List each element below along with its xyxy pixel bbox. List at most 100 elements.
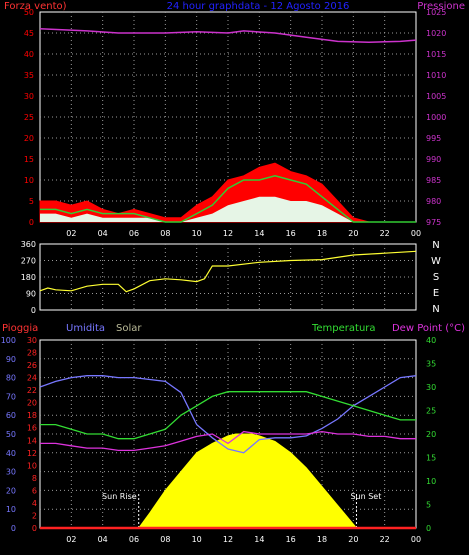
x-tick-label: 22 [380,229,390,238]
y-tick-label: 100 [1,336,16,345]
x-tick-label: 06 [129,229,139,238]
y-tick-label: 30 [27,336,37,345]
y-tick-label: 1010 [426,71,446,80]
y-tick-label: 975 [426,218,441,227]
sunrise-label: Sun Rise [102,492,137,501]
y-tick-label: 5 [29,197,34,206]
y-tick-label: 1025 [426,8,446,17]
y-tick-label: 60 [6,411,16,420]
series-solar-area [40,433,416,529]
x-tick-label: 14 [254,229,264,238]
temperature-axis-label: Temperatura [311,323,376,334]
sunset-label: Sun Set [350,492,381,501]
x-tick-label: 00 [411,535,421,544]
x-tick-label: 20 [348,229,358,238]
series-dewpoint-line [40,430,416,452]
compass-label: N [432,240,439,251]
rain-axis-label: Pioggia [2,323,38,334]
y-tick-label: 40 [24,50,34,59]
x-tick-label: 02 [66,229,76,238]
y-tick-label: 50 [6,430,16,439]
x-tick-label: 18 [317,535,327,544]
y-tick-label: 26 [27,361,37,370]
x-tick-label: 16 [286,229,296,238]
y-tick-label: 22 [27,386,37,395]
x-tick-label: 20 [348,535,358,544]
series-direction-line [39,250,417,293]
compass-label: S [433,272,439,283]
y-tick-label: 10 [24,176,34,185]
y-tick-label: 28 [27,349,37,358]
y-tick-label: 1000 [426,113,446,122]
y-tick-label: 30 [426,383,436,392]
compass-label: N [432,304,439,315]
y-tick-label: 25 [426,407,436,416]
y-tick-label: 50 [24,8,34,17]
y-tick-label: 0 [31,306,36,315]
y-tick-label: 985 [426,176,441,185]
y-tick-label: 15 [24,155,34,164]
x-tick-label: 00 [411,229,421,238]
x-tick-label: 04 [98,229,108,238]
series-wind-gust-area [40,196,416,222]
y-tick-label: 0 [29,218,34,227]
y-tick-label: 1015 [426,50,446,59]
y-tick-label: 35 [24,71,34,80]
dewpoint-axis-label: Dew Point (°C) [392,323,465,334]
compass-label: W [431,256,441,267]
y-tick-label: 995 [426,134,441,143]
x-tick-label: 16 [286,535,296,544]
y-tick-label: 18 [27,411,37,420]
y-tick-label: 90 [26,290,36,299]
y-tick-label: 0 [32,524,37,533]
y-tick-label: 2 [32,511,37,520]
series-pressure-line [39,28,417,43]
header-left-label: Forza vento) [4,1,67,12]
x-tick-label: 12 [223,535,233,544]
y-tick-label: 20 [426,430,436,439]
y-tick-label: 10 [426,477,436,486]
y-tick-label: 40 [426,336,436,345]
series-temperature-line [40,391,416,440]
y-tick-label: 990 [426,155,441,164]
y-tick-label: 6 [32,486,37,495]
header-right-label: Pressione [417,1,465,12]
humidity-axis-label: Umidita [66,323,105,334]
temp-humidity-panel: 0102030405060708090100024681012141618202… [1,336,436,544]
x-tick-label: 10 [192,535,202,544]
y-tick-label: 180 [21,273,36,282]
y-tick-label: 8 [32,474,37,483]
x-tick-label: 14 [254,535,264,544]
compass-label: E [433,288,439,299]
x-tick-label: 10 [192,229,202,238]
y-tick-label: 0 [11,524,16,533]
y-tick-label: 80 [6,374,16,383]
y-tick-label: 14 [27,436,37,445]
x-tick-label: 18 [317,229,327,238]
y-tick-label: 980 [426,197,441,206]
x-tick-label: 22 [380,535,390,544]
series-wind-avg-line [40,175,416,223]
x-tick-label: 08 [160,229,170,238]
y-tick-label: 12 [27,449,37,458]
y-tick-label: 70 [6,392,16,401]
y-tick-label: 5 [426,501,431,510]
y-tick-label: 20 [27,399,37,408]
x-tick-label: 02 [66,535,76,544]
header-title: 24 hour graphdata - 12 Agosto 2016 [167,1,350,12]
solar-axis-label: Solar [116,323,142,334]
y-tick-label: 30 [6,468,16,477]
y-tick-label: 40 [6,449,16,458]
y-tick-label: 360 [21,240,36,249]
y-tick-label: 90 [6,355,16,364]
x-tick-label: 12 [223,229,233,238]
y-tick-label: 10 [6,505,16,514]
x-tick-label: 06 [129,535,139,544]
y-tick-label: 20 [6,486,16,495]
y-tick-label: 25 [24,113,34,122]
y-tick-label: 0 [426,524,431,533]
y-tick-label: 20 [24,134,34,143]
x-tick-label: 08 [160,535,170,544]
